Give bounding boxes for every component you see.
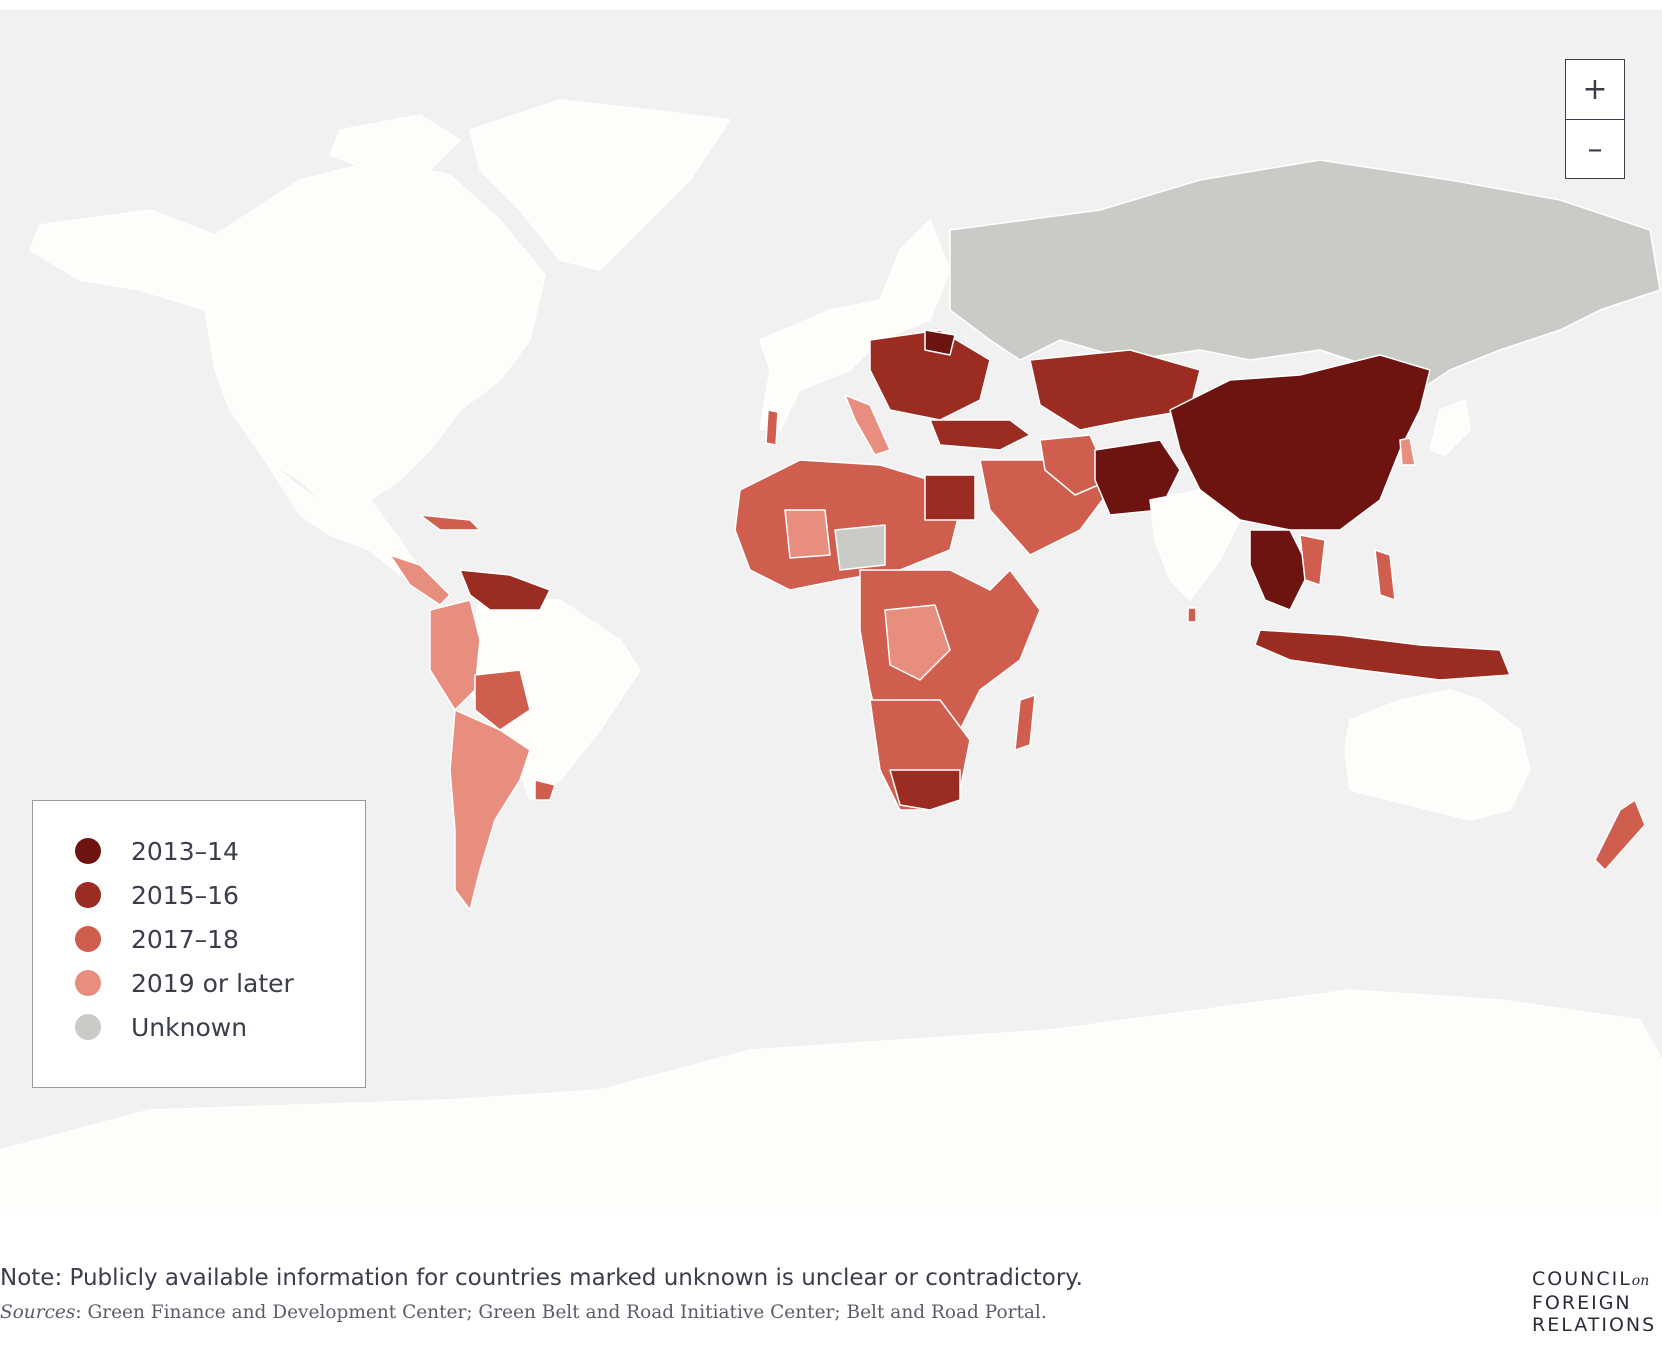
region-sri-lanka[interactable] <box>1187 607 1197 623</box>
region-iran[interactable] <box>1039 434 1111 496</box>
region-west-africa-light[interactable] <box>784 509 831 559</box>
footer-note: Note: Publicly available information for… <box>0 1265 1083 1291</box>
region-turkey[interactable] <box>929 419 1031 451</box>
region-korea[interactable] <box>1399 437 1416 466</box>
region-indonesia[interactable] <box>1254 629 1511 681</box>
sources-prefix: Sources <box>0 1302 76 1323</box>
sources-text: : Green Finance and Development Center; … <box>75 1302 1047 1323</box>
region-north-america[interactable] <box>29 159 546 511</box>
region-south-africa[interactable] <box>889 769 961 811</box>
legend-label: 2013–14 <box>131 836 239 866</box>
legend-item: 2017–18 <box>33 917 365 961</box>
legend-label: 2017–18 <box>131 924 239 954</box>
region-australia[interactable] <box>1344 689 1531 821</box>
logo-on: on <box>1631 1273 1650 1289</box>
legend-swatch <box>75 926 101 952</box>
region-italy[interactable] <box>844 394 891 456</box>
region-greenland[interactable] <box>469 99 731 271</box>
legend-item: 2013–14 <box>33 829 365 873</box>
zoom-in-button[interactable]: + <box>1582 72 1608 107</box>
region-new-zealand[interactable] <box>1594 799 1646 871</box>
map-legend: 2013–14 2015–16 2017–18 2019 or later Un… <box>32 800 366 1088</box>
legend-label: Unknown <box>131 1012 248 1042</box>
cfr-logo: COUNCILon FOREIGN RELATIONS <box>1532 1268 1656 1336</box>
region-vietnam[interactable] <box>1299 534 1326 586</box>
region-philippines[interactable] <box>1374 549 1396 601</box>
region-venezuela[interactable] <box>459 569 551 611</box>
region-india[interactable] <box>1149 489 1241 601</box>
region-belarus[interactable] <box>924 329 956 356</box>
region-madagascar[interactable] <box>1014 694 1036 751</box>
logo-line-3: RELATIONS <box>1532 1314 1657 1336</box>
zoom-out-button[interactable]: – <box>1566 119 1624 179</box>
region-kazakhstan[interactable] <box>1029 349 1201 431</box>
region-western-europe[interactable] <box>759 219 951 431</box>
region-argentina-chile[interactable] <box>449 709 531 911</box>
region-bolivia[interactable] <box>474 669 531 731</box>
footer-sources: Sources: Green Finance and Development C… <box>0 1302 1047 1323</box>
region-caribbean[interactable] <box>419 514 481 531</box>
logo-line-1: COUNCIL <box>1532 1268 1632 1290</box>
legend-swatch <box>75 970 101 996</box>
legend-item: 2019 or later <box>33 961 365 1005</box>
legend-swatch <box>75 838 101 864</box>
region-egypt[interactable] <box>924 474 976 521</box>
region-central-america[interactable] <box>389 554 451 606</box>
legend-swatch <box>75 882 101 908</box>
zoom-control: + – <box>1565 59 1625 179</box>
region-drc[interactable] <box>884 604 951 681</box>
region-colombia-peru[interactable] <box>429 599 481 711</box>
region-portugal[interactable] <box>765 409 779 446</box>
world-map-svg <box>0 99 1662 1210</box>
region-canada-islands[interactable] <box>329 114 461 171</box>
legend-item: Unknown <box>33 1005 365 1049</box>
region-uruguay[interactable] <box>534 779 556 801</box>
region-sahel-unknown[interactable] <box>834 524 886 571</box>
legend-label: 2015–16 <box>131 880 239 910</box>
region-southeast-asia[interactable] <box>1249 529 1311 611</box>
logo-line-2: FOREIGN <box>1532 1292 1632 1314</box>
legend-label: 2019 or later <box>131 968 294 998</box>
world-map[interactable]: + – 2013–14 2015–16 2017–18 2019 or late… <box>0 10 1662 1210</box>
region-brazil[interactable] <box>459 599 641 801</box>
region-japan[interactable] <box>1429 399 1471 456</box>
region-russia[interactable] <box>949 159 1661 391</box>
legend-swatch <box>75 1014 101 1040</box>
legend-item: 2015–16 <box>33 873 365 917</box>
region-antarctica[interactable] <box>0 989 1662 1210</box>
